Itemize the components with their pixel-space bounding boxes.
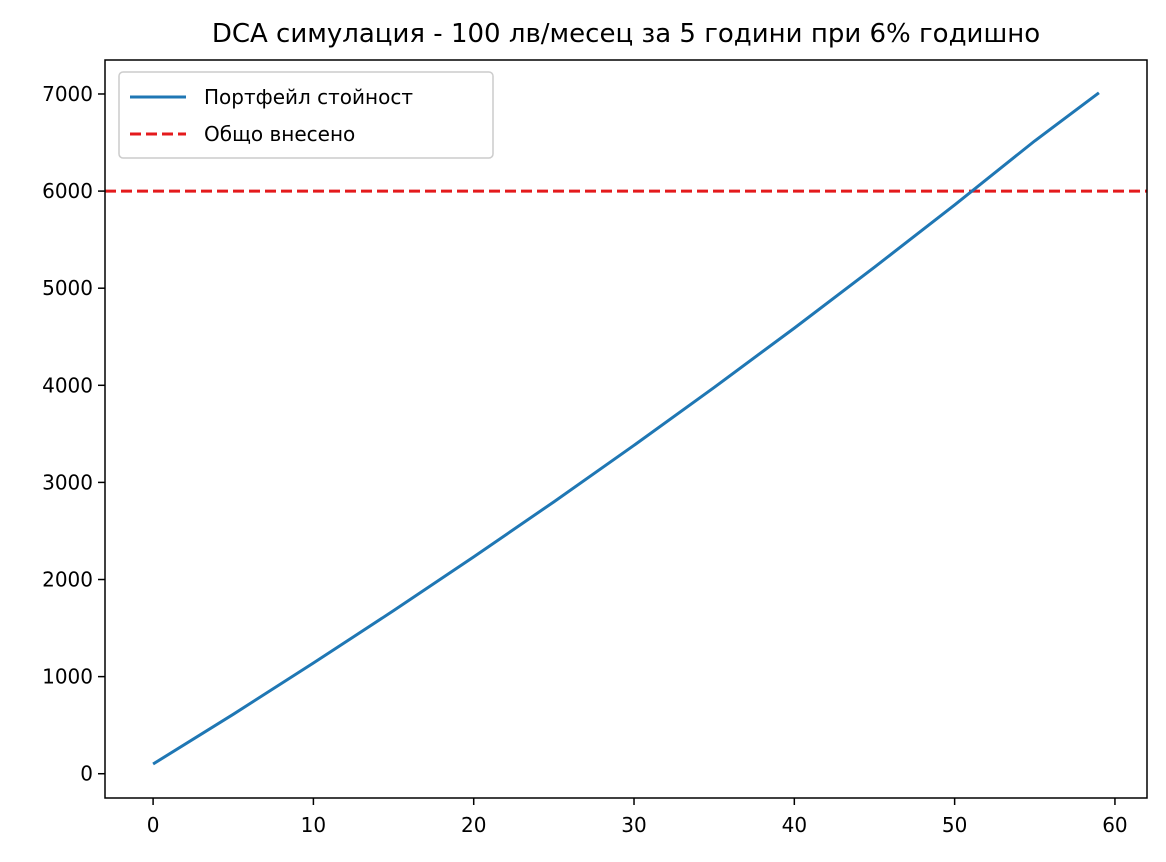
- x-tick-label-6: 60: [1102, 813, 1127, 837]
- legend-box: [118, 71, 494, 159]
- x-tick-label-0: 0: [147, 813, 160, 837]
- y-tick-label-1: 1000: [42, 665, 93, 689]
- legend-label-1: Общо внесено: [204, 122, 355, 146]
- legend-label-0: Портфейл стойност: [204, 85, 413, 109]
- legend: Портфейл стойност Общо внесено: [118, 71, 494, 159]
- series-line-0: [152, 91, 1100, 766]
- x-tick-label-3: 30: [621, 813, 646, 837]
- y-tick-label-4: 4000: [42, 373, 93, 397]
- axes-frame: [104, 59, 1148, 799]
- plot-area: [105, 91, 1147, 766]
- x-tick-label-1: 10: [301, 813, 326, 837]
- y-tick-label-2: 2000: [42, 568, 93, 592]
- x-tick-label-4: 40: [782, 813, 807, 837]
- y-tick-label-5: 5000: [42, 276, 93, 300]
- y-tick-label-3: 3000: [42, 470, 93, 494]
- x-axis: 0 10 20 30 40 50 60: [147, 798, 1128, 837]
- y-tick-label-6: 6000: [42, 179, 93, 203]
- chart-title: DCA симулация - 100 лв/месец за 5 години…: [212, 19, 1040, 49]
- x-tick-label-5: 50: [942, 813, 967, 837]
- y-tick-label-7: 7000: [42, 82, 93, 106]
- y-tick-label-0: 0: [80, 762, 93, 786]
- y-axis: 0 1000 2000 3000 4000 5000 6000 7000: [42, 82, 105, 786]
- x-tick-label-2: 20: [461, 813, 486, 837]
